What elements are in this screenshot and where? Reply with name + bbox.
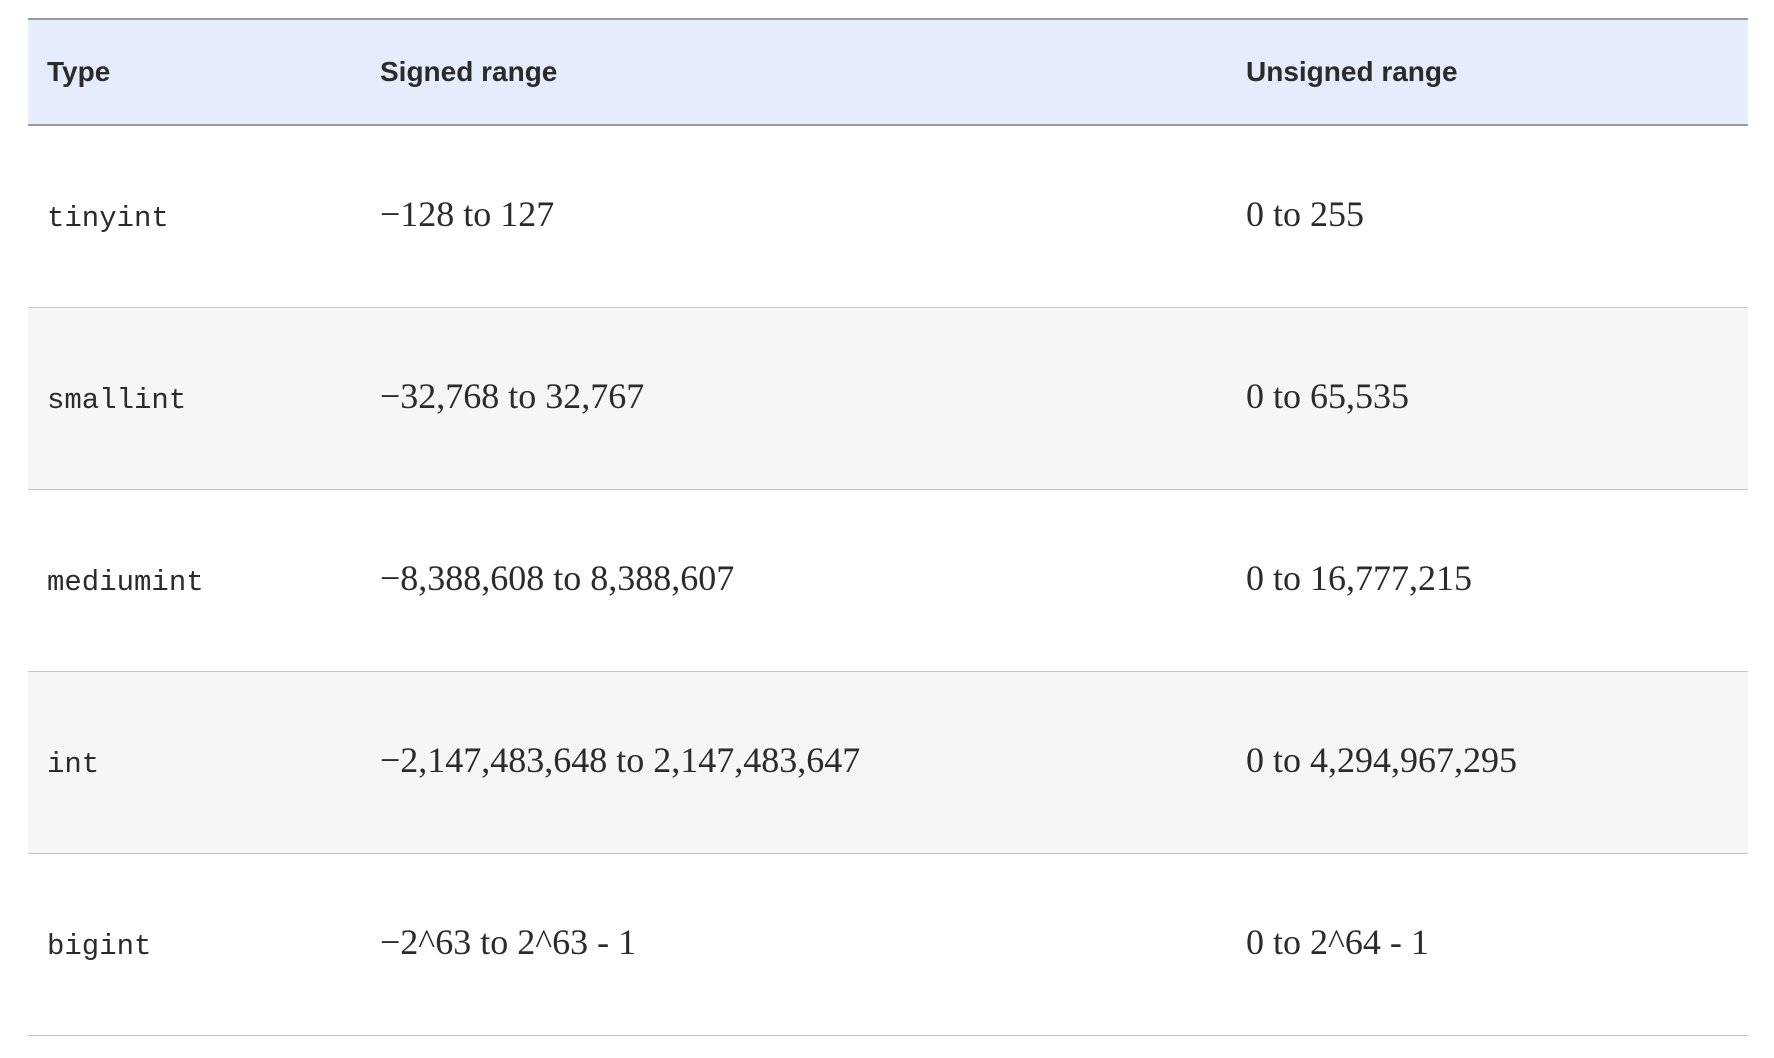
- type-cell: mediumint: [28, 489, 361, 672]
- unsigned-range-cell: 0 to 2^64 - 1: [1227, 853, 1748, 1036]
- type-cell: int: [28, 671, 361, 854]
- signed-range-cell: −128 to 127: [361, 125, 1227, 308]
- type-cell: bigint: [28, 853, 361, 1036]
- unsigned-range-cell: 0 to 255: [1227, 125, 1748, 308]
- signed-range-cell: −8,388,608 to 8,388,607: [361, 489, 1227, 672]
- signed-range-cell: −2,147,483,648 to 2,147,483,647: [361, 671, 1227, 854]
- table-row: smallint −32,768 to 32,767 0 to 65,535: [28, 307, 1748, 490]
- integer-types-table: Type Signed range Unsigned range tinyint…: [28, 18, 1748, 1036]
- integer-types-table-container: Type Signed range Unsigned range tinyint…: [28, 18, 1748, 1036]
- header-row: Type Signed range Unsigned range: [28, 18, 1748, 126]
- type-cell: smallint: [28, 307, 361, 490]
- type-cell: tinyint: [28, 125, 361, 308]
- unsigned-range-cell: 0 to 4,294,967,295: [1227, 671, 1748, 854]
- header-unsigned-range: Unsigned range: [1227, 18, 1748, 126]
- table-row: mediumint −8,388,608 to 8,388,607 0 to 1…: [28, 489, 1748, 672]
- table-row: bigint −2^63 to 2^63 - 1 0 to 2^64 - 1: [28, 853, 1748, 1036]
- table-header: Type Signed range Unsigned range: [28, 18, 1748, 126]
- table-row: tinyint −128 to 127 0 to 255: [28, 125, 1748, 308]
- header-type: Type: [28, 18, 361, 126]
- unsigned-range-cell: 0 to 16,777,215: [1227, 489, 1748, 672]
- signed-range-cell: −2^63 to 2^63 - 1: [361, 853, 1227, 1036]
- header-signed-range: Signed range: [361, 18, 1227, 126]
- table-row: int −2,147,483,648 to 2,147,483,647 0 to…: [28, 671, 1748, 854]
- unsigned-range-cell: 0 to 65,535: [1227, 307, 1748, 490]
- signed-range-cell: −32,768 to 32,767: [361, 307, 1227, 490]
- table-body: tinyint −128 to 127 0 to 255 smallint −3…: [28, 125, 1748, 1036]
